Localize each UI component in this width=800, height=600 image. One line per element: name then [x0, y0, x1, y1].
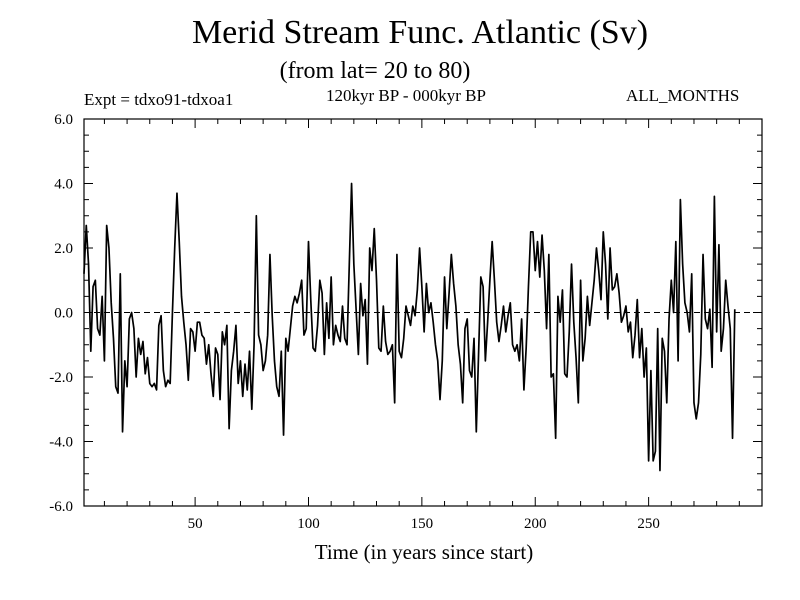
y-tick-label: 4.0	[54, 177, 73, 193]
y-tick-label: 6.0	[54, 112, 73, 128]
y-tick-label: -2.0	[49, 370, 73, 386]
x-tick-label: 100	[297, 516, 320, 532]
x-tick-label: 250	[637, 516, 660, 532]
y-tick-label: 2.0	[54, 241, 73, 257]
months-label: ALL_MONTHS	[626, 86, 740, 105]
experiment-label: Expt = tdxo91-tdxoa1	[84, 90, 234, 109]
plot-frame	[83, 118, 763, 507]
axis-tick-labels: 50 100 150 200 250 -6.0 -4.0 -2.0 0.0 2.0 4.0 6.0	[49, 112, 660, 532]
period-label: 120kyr BP - 000kyr BP	[326, 86, 486, 105]
chart-title: Merid Stream Func. Atlantic (Sv)	[191, 14, 649, 51]
chart-subtitle: (from lat= 20 to 80)	[279, 58, 471, 84]
series-line-msf-atlantic	[83, 182, 736, 472]
x-tick-label: 50	[188, 516, 203, 532]
y-tick-label: -6.0	[49, 499, 73, 515]
y-tick-label: 0.0	[54, 306, 73, 322]
x-tick-label: 150	[411, 516, 434, 532]
x-tick-label: 200	[524, 516, 547, 532]
y-tick-label: -4.0	[49, 435, 73, 451]
x-axis-label: Time (in years since start)	[314, 540, 534, 564]
